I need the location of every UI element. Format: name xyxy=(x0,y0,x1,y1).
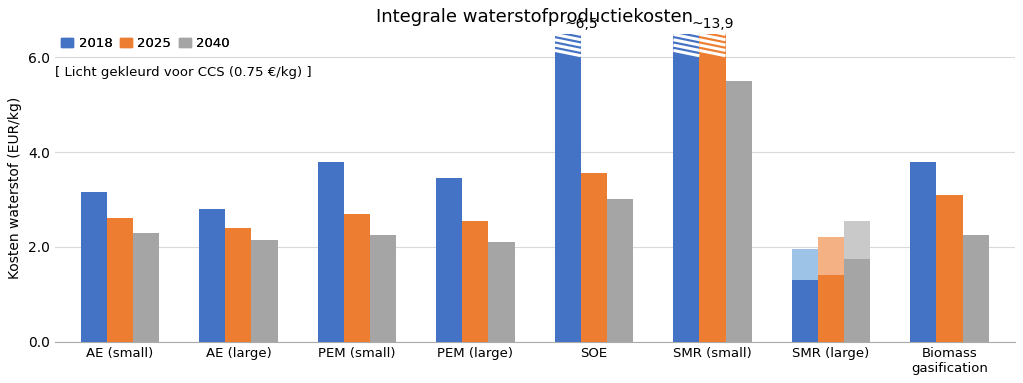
Bar xyxy=(106,218,133,342)
Y-axis label: Kosten waterstof (EUR/kg): Kosten waterstof (EUR/kg) xyxy=(8,97,23,279)
Text: ~6,5: ~6,5 xyxy=(564,17,597,31)
Bar xyxy=(792,249,818,280)
Bar xyxy=(581,173,607,342)
Bar xyxy=(844,221,871,259)
Bar xyxy=(81,192,106,342)
Bar xyxy=(318,162,344,342)
Bar xyxy=(844,259,871,342)
Bar xyxy=(725,81,752,342)
Bar xyxy=(489,242,515,342)
Bar xyxy=(607,200,633,342)
Bar xyxy=(199,209,225,342)
Bar xyxy=(673,34,700,342)
Bar xyxy=(370,235,396,342)
Bar xyxy=(554,34,581,342)
Bar xyxy=(818,237,844,275)
Bar xyxy=(252,240,277,342)
Bar xyxy=(344,214,370,342)
Bar xyxy=(462,221,489,342)
Legend: 2018, 2025, 2040: 2018, 2025, 2040 xyxy=(61,37,230,50)
Bar xyxy=(700,34,725,342)
Title: Integrale waterstofproductiekosten: Integrale waterstofproductiekosten xyxy=(376,8,694,26)
Bar xyxy=(818,275,844,342)
Bar xyxy=(225,228,252,342)
Text: [ Licht gekleurd voor CCS (0.75 €/kg) ]: [ Licht gekleurd voor CCS (0.75 €/kg) ] xyxy=(55,66,311,79)
Text: ~13,9: ~13,9 xyxy=(692,17,733,31)
Bar xyxy=(133,233,159,342)
Bar xyxy=(792,280,818,342)
Bar xyxy=(963,235,988,342)
Bar xyxy=(936,195,963,342)
Bar xyxy=(910,162,936,342)
Bar xyxy=(437,178,462,342)
